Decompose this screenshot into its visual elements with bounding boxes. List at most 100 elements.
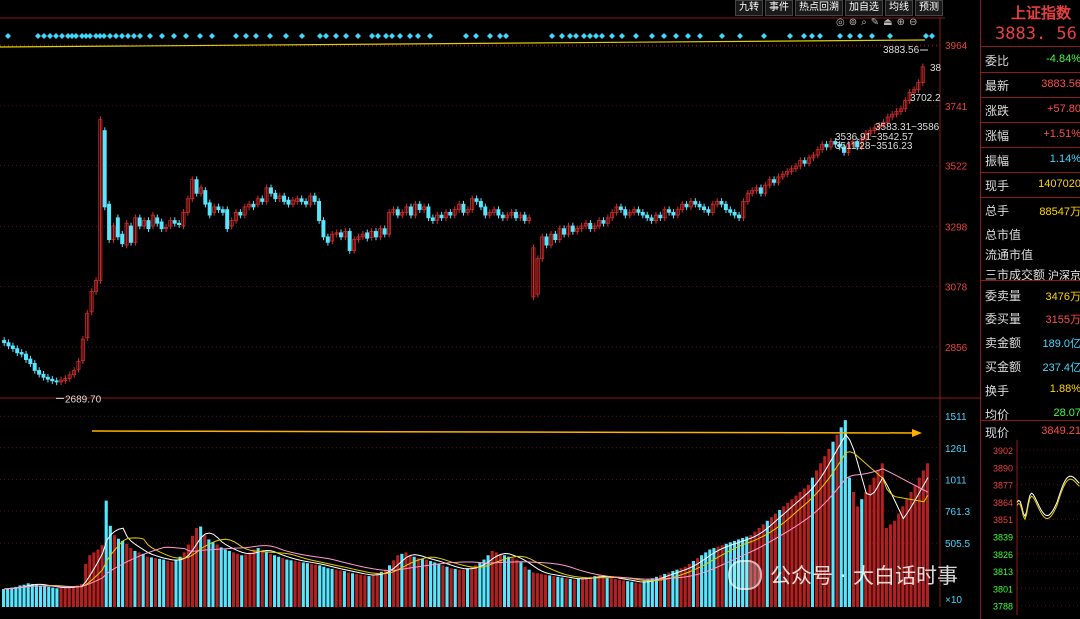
candle-down xyxy=(41,373,46,378)
candle-up xyxy=(710,203,715,213)
signal-diamond xyxy=(243,33,249,39)
volume-bar-down xyxy=(326,568,330,607)
volume-bar-down xyxy=(14,586,18,607)
volume-bar-down xyxy=(478,562,482,607)
signal-diamond xyxy=(267,33,273,39)
volume-bar-down xyxy=(486,555,490,607)
signal-diamond xyxy=(159,33,165,39)
candle-down xyxy=(2,340,7,344)
volume-bar-up xyxy=(515,559,519,607)
candle-up xyxy=(754,187,759,191)
candle-down xyxy=(417,203,422,211)
zoom-out-icon[interactable]: ⊖ xyxy=(908,17,918,28)
candle-down xyxy=(194,179,199,194)
level2-annotation: 3583.31~3586 xyxy=(875,122,940,133)
eye-icon[interactable]: ◎ xyxy=(836,17,845,28)
add-watchlist-button[interactable]: 加自选 xyxy=(845,0,883,16)
forecast-button[interactable]: 预测 xyxy=(915,0,943,16)
volume-bar-down xyxy=(675,569,679,607)
pen-icon[interactable]: ✎ xyxy=(870,17,880,28)
events-button[interactable]: 事件 xyxy=(765,0,793,16)
candle-down xyxy=(238,211,243,216)
volume-bar-up xyxy=(346,572,351,607)
zoom-in-icon[interactable]: ⊕ xyxy=(896,17,905,28)
panel-divider xyxy=(980,122,1080,123)
candle-down xyxy=(203,190,208,205)
candle-up xyxy=(614,206,619,213)
candle-down xyxy=(260,198,265,202)
signal-diamond xyxy=(397,33,403,39)
hotspot-replay-button[interactable]: 热点回溯 xyxy=(795,0,843,16)
candle-down xyxy=(601,220,606,224)
candle-down xyxy=(719,201,724,205)
candle-up xyxy=(190,179,195,200)
signal-diamond xyxy=(573,33,579,39)
candle-down xyxy=(667,209,671,213)
panel-divider xyxy=(980,147,1080,148)
signal-diamond xyxy=(473,33,479,39)
volume-bar-down xyxy=(654,576,658,607)
signal-markers xyxy=(5,33,935,39)
candle-down xyxy=(461,203,466,213)
candle-down xyxy=(837,143,842,148)
candle-down xyxy=(317,201,322,221)
volume-bar-up xyxy=(100,545,104,607)
volume-bar-up xyxy=(461,569,465,607)
signal-diamond xyxy=(369,33,375,39)
volume-bar-down xyxy=(728,542,732,607)
search-icon[interactable]: ⌕ xyxy=(861,17,867,28)
candle-up xyxy=(277,195,282,200)
quote-label: 三市成交额 xyxy=(985,268,1046,282)
volume-bar-down xyxy=(810,477,815,607)
volume-ma5-line xyxy=(4,433,929,590)
volume-bar-up xyxy=(92,552,96,607)
lock-icon[interactable]: ⏏ xyxy=(883,17,893,28)
volume-bar-down xyxy=(121,540,125,607)
candle-up xyxy=(763,184,768,194)
volume-bar-down xyxy=(256,548,260,607)
quote-value: 189.0亿 xyxy=(1042,338,1080,350)
volume-bar-up xyxy=(531,572,535,607)
candle-up xyxy=(76,361,81,370)
volume-bar-down xyxy=(289,560,293,607)
volume-bar-down xyxy=(342,571,346,607)
volume-bar-up xyxy=(281,558,285,607)
kline-chart[interactable]: 3964 3741 3522 3298 3078 2856 2689.70 3883.56 38… xyxy=(0,0,980,619)
candle-down xyxy=(23,353,28,360)
signal-diamond xyxy=(415,33,421,39)
signal-diamond xyxy=(837,33,843,39)
candle-down xyxy=(373,231,378,238)
volume-bar-up xyxy=(396,555,400,607)
candle-up xyxy=(557,228,562,241)
mini-tick-label: 3877 xyxy=(993,481,1013,491)
panel-divider xyxy=(980,46,1080,47)
candle-down xyxy=(251,203,256,208)
signal-diamond xyxy=(59,33,65,39)
volume-bar-down xyxy=(437,563,441,607)
volume-bar-up xyxy=(244,554,248,607)
volume-bar-down xyxy=(162,559,166,607)
volume-bar-up xyxy=(523,566,527,607)
nine-turn-button[interactable]: 九转 xyxy=(735,0,763,16)
signal-diamond xyxy=(609,33,615,39)
candle-up xyxy=(111,225,116,241)
candle-down xyxy=(325,236,330,243)
moving-average-button[interactable]: 均线 xyxy=(885,0,913,16)
signal-diamond xyxy=(929,33,935,39)
volume-bar-up xyxy=(679,568,683,607)
volume-tick-label: 505.5 xyxy=(945,539,970,550)
volume-bar-down xyxy=(712,548,716,607)
candle-up xyxy=(242,206,247,216)
candle-up xyxy=(124,222,129,246)
volume-bar-down xyxy=(149,557,153,607)
target-icon[interactable]: ⊚ xyxy=(848,17,858,28)
quote-label: 总市值 xyxy=(985,228,1022,242)
volume-bar-up xyxy=(667,572,671,607)
volume-bar-down xyxy=(22,584,26,607)
candle-up xyxy=(597,220,601,227)
candle-up xyxy=(67,374,72,379)
volume-bar-down xyxy=(593,576,597,607)
candle-down xyxy=(728,209,733,213)
intraday-mini-chart[interactable]: 3902 3890 3877 3864 3851 3839 3826 3813 3801 3788 xyxy=(981,440,1080,615)
volume-bar-down xyxy=(646,579,650,607)
